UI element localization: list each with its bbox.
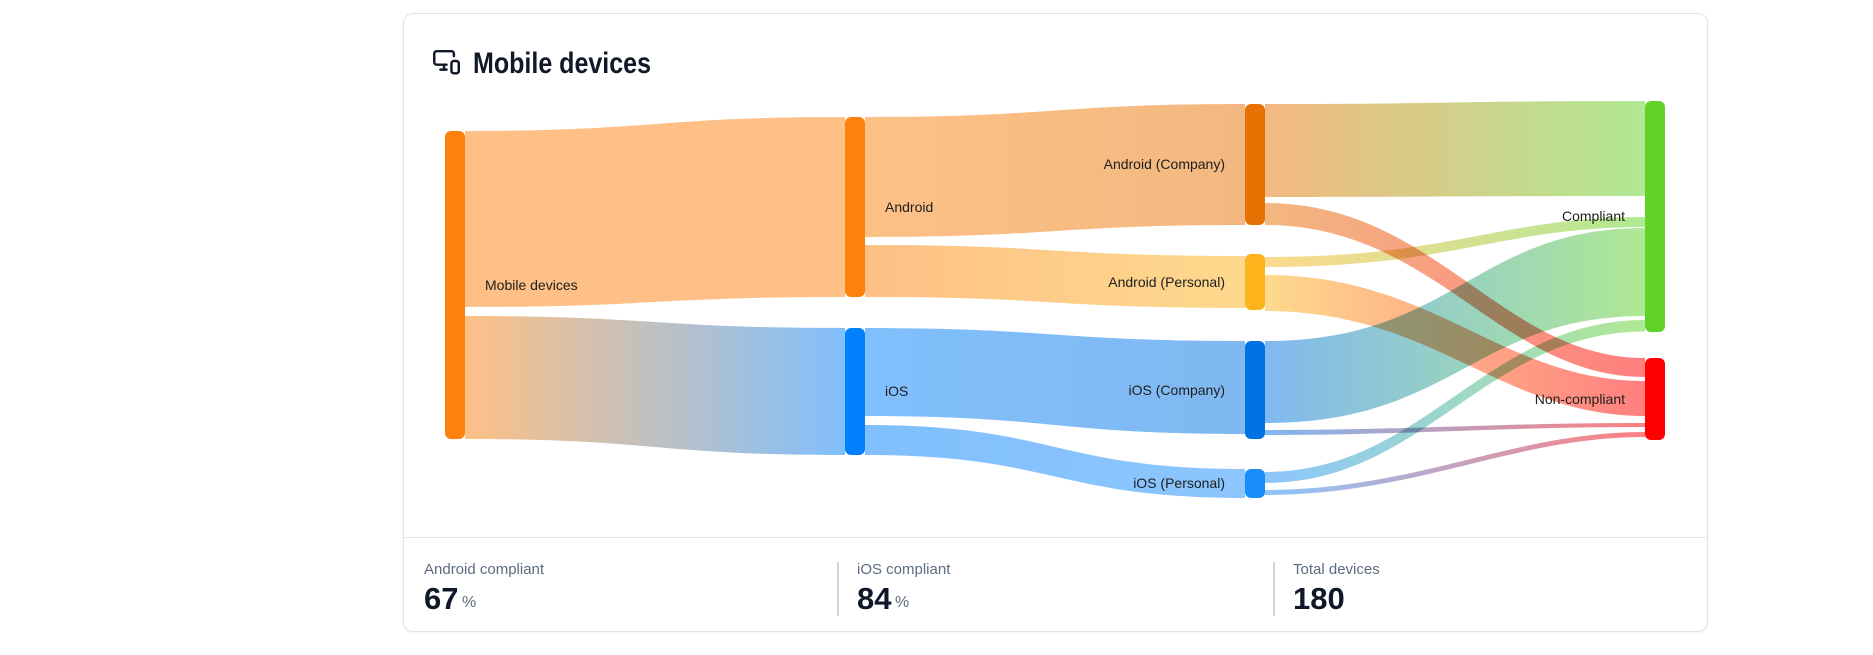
svg-text:Android compliant: Android compliant [424,561,545,578]
svg-text:84: 84 [857,581,892,616]
svg-text:Non-compliant: Non-compliant [1535,391,1625,407]
svg-text:Android: Android [885,199,933,215]
svg-text:Android (Personal): Android (Personal) [1108,274,1225,290]
svg-text:Android (Company): Android (Company) [1104,156,1225,172]
svg-text:iOS (Company): iOS (Company) [1129,382,1225,398]
svg-text:iOS (Personal): iOS (Personal) [1133,475,1225,491]
svg-text:Compliant: Compliant [1562,208,1625,224]
svg-text:%: % [895,594,909,611]
svg-text:Total devices: Total devices [1293,561,1380,578]
svg-text:%: % [462,594,476,611]
svg-text:Mobile devices: Mobile devices [473,47,651,80]
svg-text:180: 180 [1293,581,1345,616]
svg-text:iOS: iOS [885,383,908,399]
svg-text:iOS compliant: iOS compliant [857,561,951,578]
svg-text:67: 67 [424,581,458,616]
svg-text:Mobile devices: Mobile devices [485,277,578,293]
